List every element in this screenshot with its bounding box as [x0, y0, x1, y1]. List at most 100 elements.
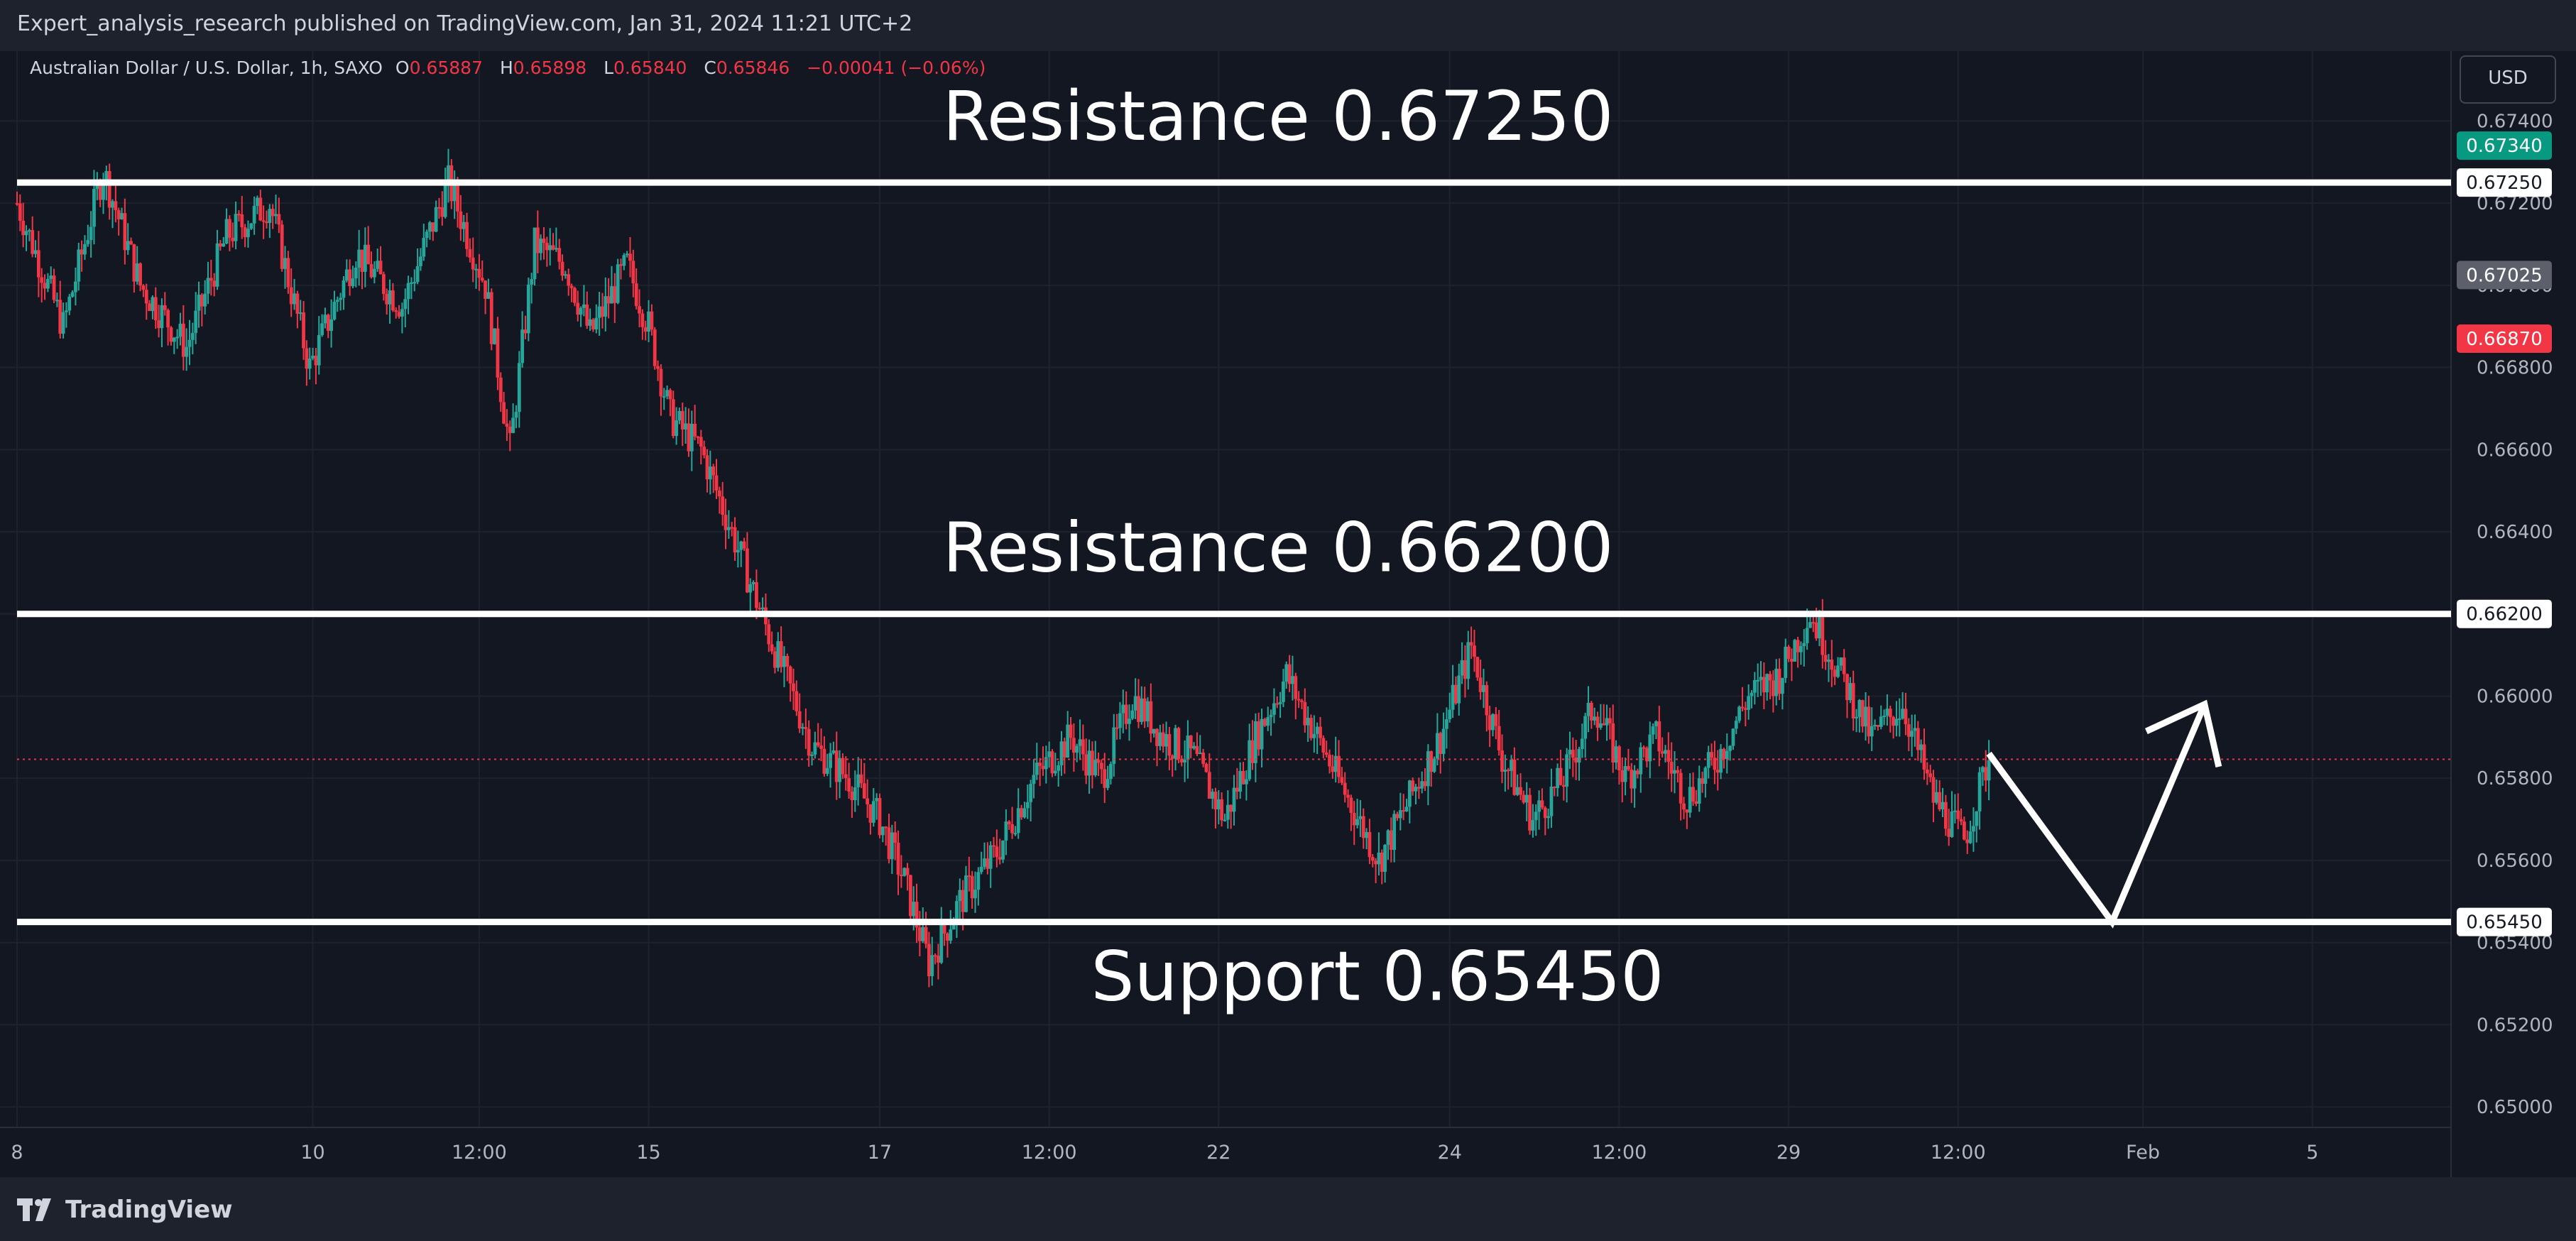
candle-body [24, 231, 28, 236]
candle-body [1331, 766, 1335, 772]
candle-body [604, 296, 608, 317]
candle-body [1593, 716, 1597, 721]
candle-body [1963, 821, 1966, 840]
candle-body [767, 624, 771, 645]
candle-body [1589, 702, 1593, 721]
candle-body [410, 282, 413, 284]
candle-body [1161, 732, 1165, 747]
candle-body [1713, 758, 1717, 770]
candle-body [1752, 680, 1757, 693]
candle-body [144, 290, 148, 304]
candle-body [1959, 819, 1963, 822]
currency-button[interactable]: USD [2460, 55, 2556, 104]
legend-h-value: 0.65898 [513, 58, 586, 78]
candle-body [1155, 728, 1159, 746]
candle-body [502, 402, 506, 424]
candle-body [474, 268, 478, 270]
candle-body [1066, 724, 1070, 758]
projection-arrow[interactable] [1986, 703, 2208, 929]
candle-body [1386, 830, 1390, 846]
candle-body [563, 274, 567, 276]
candle-body [1466, 642, 1470, 679]
candle-body [265, 222, 268, 224]
candle-body [1333, 755, 1338, 772]
candle-body [15, 203, 19, 205]
candle-body [1559, 767, 1563, 785]
tradingview-logo[interactable]: TradingView [17, 1194, 233, 1225]
candle-body [597, 306, 601, 318]
candle-body [1266, 717, 1270, 726]
candle-body [955, 901, 959, 922]
candle-body [795, 691, 799, 711]
candle-body [372, 268, 376, 278]
level-label: Resistance 0.67250 [943, 77, 1614, 156]
support-resistance-levels[interactable]: Resistance 0.67250 Resistance 0.66200 Supp… [17, 77, 2451, 1017]
candle-body [1404, 807, 1409, 812]
candle-body [1565, 754, 1569, 787]
candle-body [1439, 733, 1443, 754]
tradingview-icon [17, 1198, 51, 1221]
candle-body [1842, 657, 1846, 674]
candle-body [295, 293, 300, 314]
legend-symbol: Australian Dollar / U.S. Dollar, 1h, SAX… [30, 58, 383, 78]
candle-body [471, 257, 475, 270]
candle-body [992, 845, 995, 847]
time-axis[interactable]: 8 10 12:00 15 17 12:00 22 24 12:00 29 12:00 Feb 5 [11, 1142, 2318, 1164]
candle-body [1836, 665, 1840, 677]
x-tick-label: 22 [1206, 1142, 1230, 1164]
candle-body [628, 253, 632, 261]
candle-body [711, 466, 716, 476]
candle-body [1167, 733, 1172, 756]
price-axis[interactable]: 0.674000.672000.670000.668000.666000.664… [2477, 111, 2553, 1118]
candle-body [1864, 706, 1867, 727]
candle-body [1312, 733, 1316, 738]
candle-body [428, 222, 432, 232]
candle-body [868, 804, 873, 823]
candle-body [1808, 622, 1812, 628]
candle-body [1244, 779, 1248, 784]
candle-body [400, 309, 404, 317]
candle-body [1833, 669, 1837, 677]
candle-body [671, 399, 675, 437]
candle-body [545, 243, 549, 251]
candle-body [1149, 701, 1153, 734]
candle-body [1941, 802, 1945, 810]
candle-body [1857, 700, 1862, 717]
candle-body [104, 170, 109, 181]
candle-body [1253, 721, 1257, 763]
candle-body [1432, 758, 1436, 772]
candle-body [1676, 770, 1680, 773]
candle-body [1577, 749, 1581, 763]
candle-body [831, 750, 836, 753]
candle-body [1137, 696, 1140, 722]
candle-body [1124, 704, 1128, 724]
x-tick-label: 24 [1438, 1142, 1462, 1164]
candle-body [397, 312, 401, 317]
legend-o-label: O [395, 58, 410, 78]
candle-body [829, 753, 832, 768]
candle-body [511, 417, 515, 433]
candle-body [357, 249, 361, 268]
candle-body [1605, 718, 1609, 726]
price-chart[interactable]: Resistance 0.67250 Resistance 0.66200 Supp… [0, 51, 2576, 1177]
candle-body [1093, 760, 1098, 775]
candle-body [1786, 646, 1791, 659]
candle-body [1041, 765, 1045, 770]
candle-body [339, 297, 343, 300]
candle-body [1873, 725, 1877, 727]
candle-body [656, 366, 660, 369]
candle-body [878, 798, 882, 836]
candle-body [508, 427, 512, 433]
candle-body [539, 239, 543, 253]
candle-body [1645, 748, 1649, 762]
candle-body [890, 832, 894, 860]
candle-body [1851, 683, 1855, 718]
candle-body [1768, 674, 1772, 681]
candle-body [114, 201, 118, 211]
candle-body [1216, 799, 1221, 809]
candle-body [1044, 757, 1048, 770]
candle-body [937, 956, 940, 963]
candle-body [530, 279, 534, 285]
candle-body [1497, 726, 1501, 750]
candle-body [1780, 677, 1784, 694]
